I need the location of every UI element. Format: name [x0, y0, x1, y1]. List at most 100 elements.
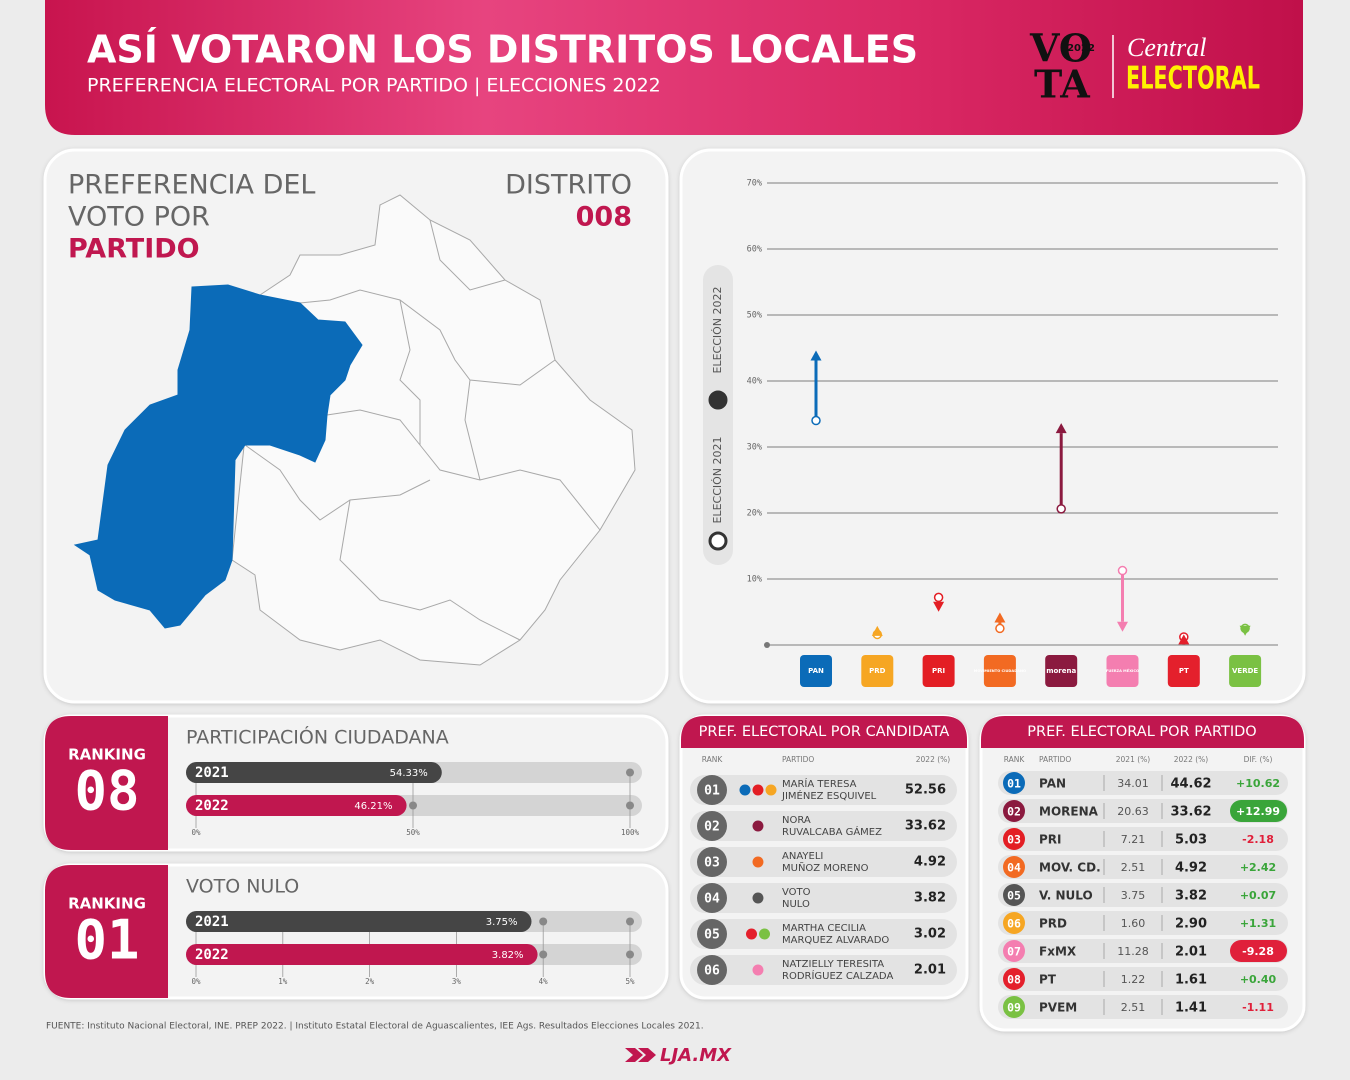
- x-tick-label: 1%: [278, 977, 288, 986]
- column-header: PARTIDO: [782, 755, 814, 764]
- value-2022: 5.03: [1175, 833, 1207, 848]
- row-pill: [690, 955, 957, 985]
- y-tick-label: 20%: [747, 509, 762, 519]
- rank-badge: [697, 883, 727, 913]
- value-2021: 1.22: [1121, 973, 1146, 986]
- diff-highlight: [1230, 800, 1287, 822]
- value-label: 46.21%: [354, 801, 392, 812]
- value-label: 3.75%: [486, 917, 518, 928]
- rank-badge: [1003, 828, 1025, 850]
- map-outline: [231, 194, 636, 666]
- party-dot: [752, 820, 764, 832]
- value: 2.01: [914, 963, 946, 978]
- ranking-label: RANKING: [68, 746, 146, 764]
- row-pill: [690, 883, 957, 913]
- district-highlight: [73, 284, 363, 629]
- rank: 05: [1007, 889, 1021, 903]
- table-header-band: [981, 716, 1304, 748]
- party-name: PAN: [1039, 777, 1066, 791]
- value-2021: 11.28: [1117, 945, 1149, 958]
- row-pill: [998, 827, 1288, 851]
- value: 3.82: [914, 891, 946, 906]
- candidate-name: RUVALCABA GÁMEZ: [782, 825, 882, 838]
- difference: -2.18: [1242, 833, 1274, 846]
- value-2022: 3.82: [1175, 889, 1207, 904]
- x-tick-dot: [409, 801, 417, 810]
- row-pill: [998, 799, 1288, 823]
- value-2021: 2.51: [1121, 1001, 1146, 1014]
- party-dot: [752, 964, 764, 976]
- rank: 09: [1007, 1001, 1021, 1015]
- map-boundaries: [244, 219, 601, 641]
- x-tick-dot: [626, 917, 634, 926]
- candidate-name: MARQUEZ ALVARADO: [782, 935, 889, 946]
- marker-2021: [1117, 565, 1128, 576]
- row-pill: [998, 855, 1288, 879]
- candidate-name: RODRÍGUEZ CALZADA: [782, 969, 893, 982]
- party-dot: [752, 892, 764, 904]
- marker-2022: [810, 350, 822, 361]
- rank: 02: [1007, 805, 1021, 819]
- baseline-dot: [764, 642, 770, 648]
- rank-badge: [697, 775, 727, 805]
- rank-badge: [697, 847, 727, 877]
- candidate-name: MARTHA CECILIA: [782, 923, 866, 934]
- logo-central: Central: [1127, 33, 1206, 62]
- column-header: PARTIDO: [1039, 755, 1071, 764]
- row-pill: [690, 775, 957, 805]
- marker-2022: [933, 601, 945, 612]
- marker-2022: [1055, 423, 1067, 434]
- rank: 03: [1007, 833, 1021, 847]
- rank: 04: [704, 892, 720, 907]
- bar: [186, 762, 442, 783]
- x-tick-label: 5%: [625, 977, 635, 986]
- column-header: RANK: [1004, 755, 1026, 764]
- y-tick-label: 10%: [747, 575, 762, 585]
- chart-panel: [679, 148, 1306, 704]
- party-name: V. NULO: [1039, 889, 1093, 903]
- logo-vota: VO: [1029, 26, 1092, 71]
- party-logo: [1045, 655, 1078, 687]
- x-tick-dot: [626, 801, 634, 810]
- party-name: MORENA: [1039, 805, 1099, 819]
- candidate-name: ANAYELI: [782, 851, 823, 862]
- y-tick-label: 60%: [747, 245, 762, 255]
- party-dot: [739, 784, 751, 796]
- party-logo-text: FUERZA MÉXICO: [1106, 668, 1139, 673]
- party-logo: [922, 655, 955, 687]
- value-2021: 7.21: [1121, 833, 1146, 846]
- party-dot: [752, 784, 764, 796]
- header-banner: [45, 0, 1303, 135]
- y-tick-label: 70%: [747, 179, 762, 189]
- x-tick-label: 0%: [191, 977, 201, 986]
- party-dot: [765, 784, 777, 796]
- value: 4.92: [914, 855, 946, 870]
- difference: -9.28: [1242, 945, 1274, 958]
- table-title: PREF. ELECTORAL POR CANDIDATA: [699, 724, 950, 740]
- column-header: 2022 (%): [916, 755, 951, 764]
- rank-badge: [697, 955, 727, 985]
- candidate-name: MARÍA TERESA: [782, 777, 857, 790]
- value-2022: 1.41: [1175, 1001, 1207, 1016]
- value-label: 54.33%: [390, 768, 428, 779]
- value: 52.56: [905, 783, 946, 798]
- value-2021: 20.63: [1117, 805, 1149, 818]
- marker-2022: [1178, 634, 1190, 645]
- difference: +0.40: [1240, 973, 1277, 986]
- party-logo-text: MOVIMIENTO CIUDADANO: [974, 669, 1026, 673]
- rank: 02: [704, 820, 720, 835]
- party-dot: [759, 928, 770, 940]
- marker-2021: [1056, 504, 1066, 514]
- rank: 01: [1007, 777, 1021, 791]
- party-name: MOV. CD.: [1039, 861, 1101, 875]
- footer-logo: LJA.MX: [660, 1045, 732, 1066]
- rank: 01: [704, 784, 720, 799]
- party-logo-text: PRD: [869, 667, 886, 675]
- difference: +10.62: [1236, 777, 1280, 790]
- value-2022: 2.01: [1175, 945, 1207, 960]
- candidate-name: NORA: [782, 815, 811, 826]
- party-logo-text: PT: [1179, 667, 1189, 675]
- candidate-name: JIMÉNEZ ESQUIVEL: [781, 789, 877, 802]
- district-label: DISTRITO: [505, 170, 632, 201]
- y-tick-label: 40%: [747, 377, 762, 387]
